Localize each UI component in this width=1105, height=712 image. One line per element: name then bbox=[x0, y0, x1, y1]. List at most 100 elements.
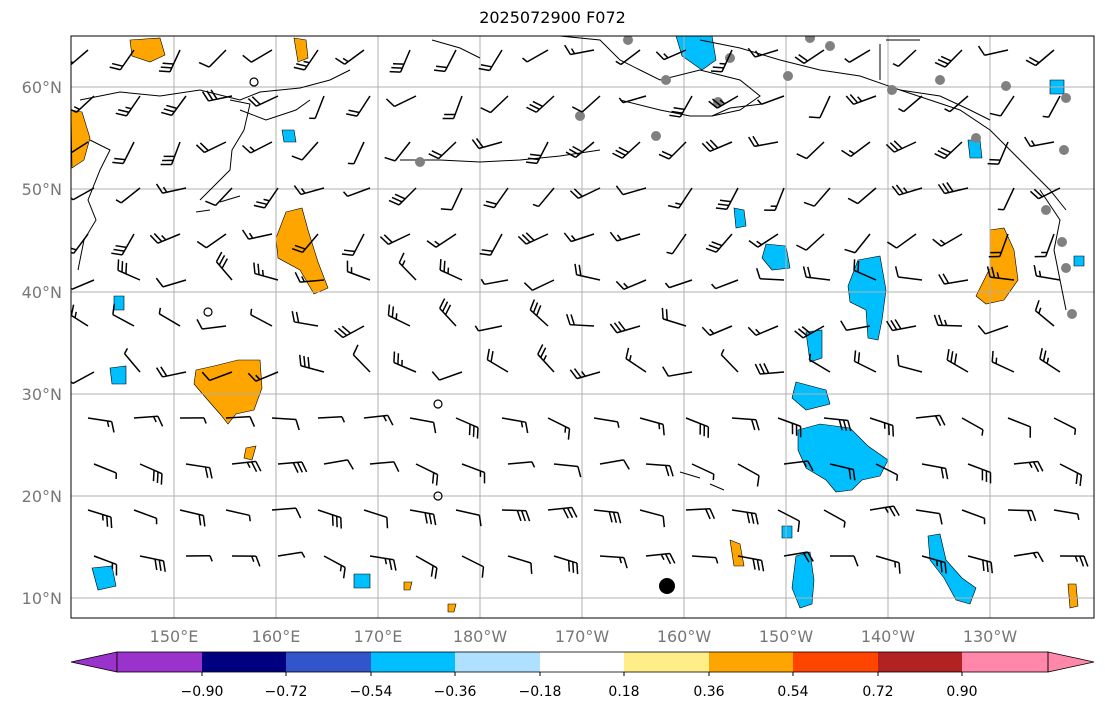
wind-barb bbox=[389, 49, 411, 73]
map-title: 2025072900 F072 bbox=[479, 8, 626, 27]
wind-barb bbox=[840, 320, 871, 331]
wind-barb bbox=[271, 507, 302, 519]
wind-barb bbox=[179, 417, 207, 424]
colorbar-tick: −0.72 bbox=[265, 684, 308, 700]
wind-barb bbox=[71, 279, 95, 291]
wind-barb bbox=[537, 344, 555, 373]
colorbar-segment bbox=[878, 652, 962, 672]
wind-barb bbox=[569, 187, 601, 200]
wind-barb bbox=[553, 555, 579, 575]
wind-barb bbox=[547, 506, 578, 519]
lon-label-130w: 130°W bbox=[963, 627, 1018, 646]
wind-barb bbox=[298, 354, 325, 373]
wind-barb bbox=[599, 459, 630, 470]
wind-barb bbox=[894, 266, 923, 281]
wind-barb bbox=[731, 509, 759, 525]
wind-barb bbox=[711, 279, 739, 290]
wind-barb bbox=[794, 49, 825, 64]
wind-barb bbox=[796, 233, 825, 251]
wind-barb bbox=[565, 313, 595, 327]
wind-barb bbox=[755, 268, 785, 281]
colorbar-segment bbox=[286, 652, 371, 672]
wind-barb bbox=[915, 414, 946, 427]
wind-barb bbox=[71, 233, 89, 254]
wind-barb bbox=[625, 347, 647, 373]
colorbar-tick: −0.18 bbox=[519, 684, 562, 700]
wind-barb bbox=[201, 371, 233, 382]
wind-barb bbox=[802, 266, 831, 281]
colorbar-outline bbox=[116, 651, 1049, 673]
wind-barb bbox=[149, 233, 181, 244]
wind-barb bbox=[669, 95, 693, 118]
lon-label-150w: 150°W bbox=[759, 627, 814, 646]
wind-barb bbox=[844, 49, 871, 63]
wind-barb bbox=[796, 141, 825, 160]
wind-barb bbox=[988, 233, 1009, 258]
wind-barb bbox=[938, 273, 969, 285]
wind-barb bbox=[133, 509, 158, 525]
colorbar-segment bbox=[624, 652, 709, 672]
wind-barb bbox=[112, 303, 135, 327]
wind-barb bbox=[847, 187, 877, 205]
lat-label-60n: 60°N bbox=[22, 78, 62, 97]
colorbar-tick: 0.90 bbox=[946, 684, 977, 700]
wind-barb bbox=[639, 417, 665, 436]
lat-label-40n: 40°N bbox=[22, 283, 62, 302]
wind-barb bbox=[967, 555, 993, 574]
wind-barb bbox=[479, 233, 503, 256]
wind-barb bbox=[1013, 460, 1044, 473]
wind-barb bbox=[433, 49, 457, 73]
wind-barb bbox=[87, 509, 113, 529]
wind-barb bbox=[323, 555, 346, 579]
wind-barb bbox=[225, 509, 251, 522]
wind-barb bbox=[158, 307, 181, 327]
wind-barb bbox=[853, 259, 877, 281]
wind-barb bbox=[522, 49, 549, 63]
wind-barb bbox=[841, 141, 871, 157]
lat-label-50n: 50°N bbox=[22, 180, 62, 199]
wind-barb bbox=[1025, 49, 1055, 67]
wind-barb bbox=[937, 181, 969, 195]
wind-barb bbox=[529, 299, 549, 327]
wind-barb bbox=[986, 266, 1015, 281]
colorbar-extend-low bbox=[70, 651, 118, 673]
wind-barb bbox=[158, 49, 181, 73]
wind-barb bbox=[987, 141, 1009, 165]
wind-barb bbox=[155, 366, 187, 378]
wind-barb bbox=[440, 187, 463, 211]
wind-barb bbox=[829, 463, 856, 481]
colorbar-segment bbox=[202, 652, 286, 672]
wind-barb bbox=[277, 461, 308, 474]
wind-barb bbox=[247, 95, 279, 107]
wind-barb bbox=[777, 417, 802, 438]
wind-barb bbox=[439, 259, 463, 281]
wind-barb bbox=[109, 49, 135, 71]
wind-barb bbox=[609, 321, 641, 334]
wind-barb bbox=[409, 417, 437, 434]
wind-barb bbox=[898, 95, 923, 113]
wind-barb bbox=[415, 463, 439, 486]
wind-barb bbox=[977, 325, 1009, 335]
wind-barb bbox=[691, 463, 715, 481]
wind-barb bbox=[112, 141, 135, 165]
wind-barb bbox=[756, 95, 785, 105]
wind-barb bbox=[886, 319, 917, 332]
wind-barb bbox=[777, 509, 801, 533]
wind-barbs bbox=[71, 44, 1089, 579]
wind-barb bbox=[875, 555, 901, 574]
wind-barb bbox=[666, 233, 687, 255]
wind-barb bbox=[808, 95, 831, 119]
wind-barb bbox=[471, 138, 503, 150]
wind-barb bbox=[179, 509, 206, 527]
wind-barb bbox=[572, 95, 601, 113]
wind-barb bbox=[715, 187, 739, 211]
wind-barb bbox=[409, 509, 437, 526]
lon-label-160w: 160°W bbox=[657, 627, 712, 646]
wind-barb bbox=[461, 555, 485, 578]
wind-barb bbox=[593, 417, 620, 428]
wind-barb bbox=[569, 368, 601, 380]
wind-barb bbox=[1059, 555, 1089, 567]
wind-barb bbox=[517, 232, 549, 245]
wind-barb bbox=[997, 187, 1015, 211]
lon-label-180w: 180°W bbox=[453, 627, 508, 646]
